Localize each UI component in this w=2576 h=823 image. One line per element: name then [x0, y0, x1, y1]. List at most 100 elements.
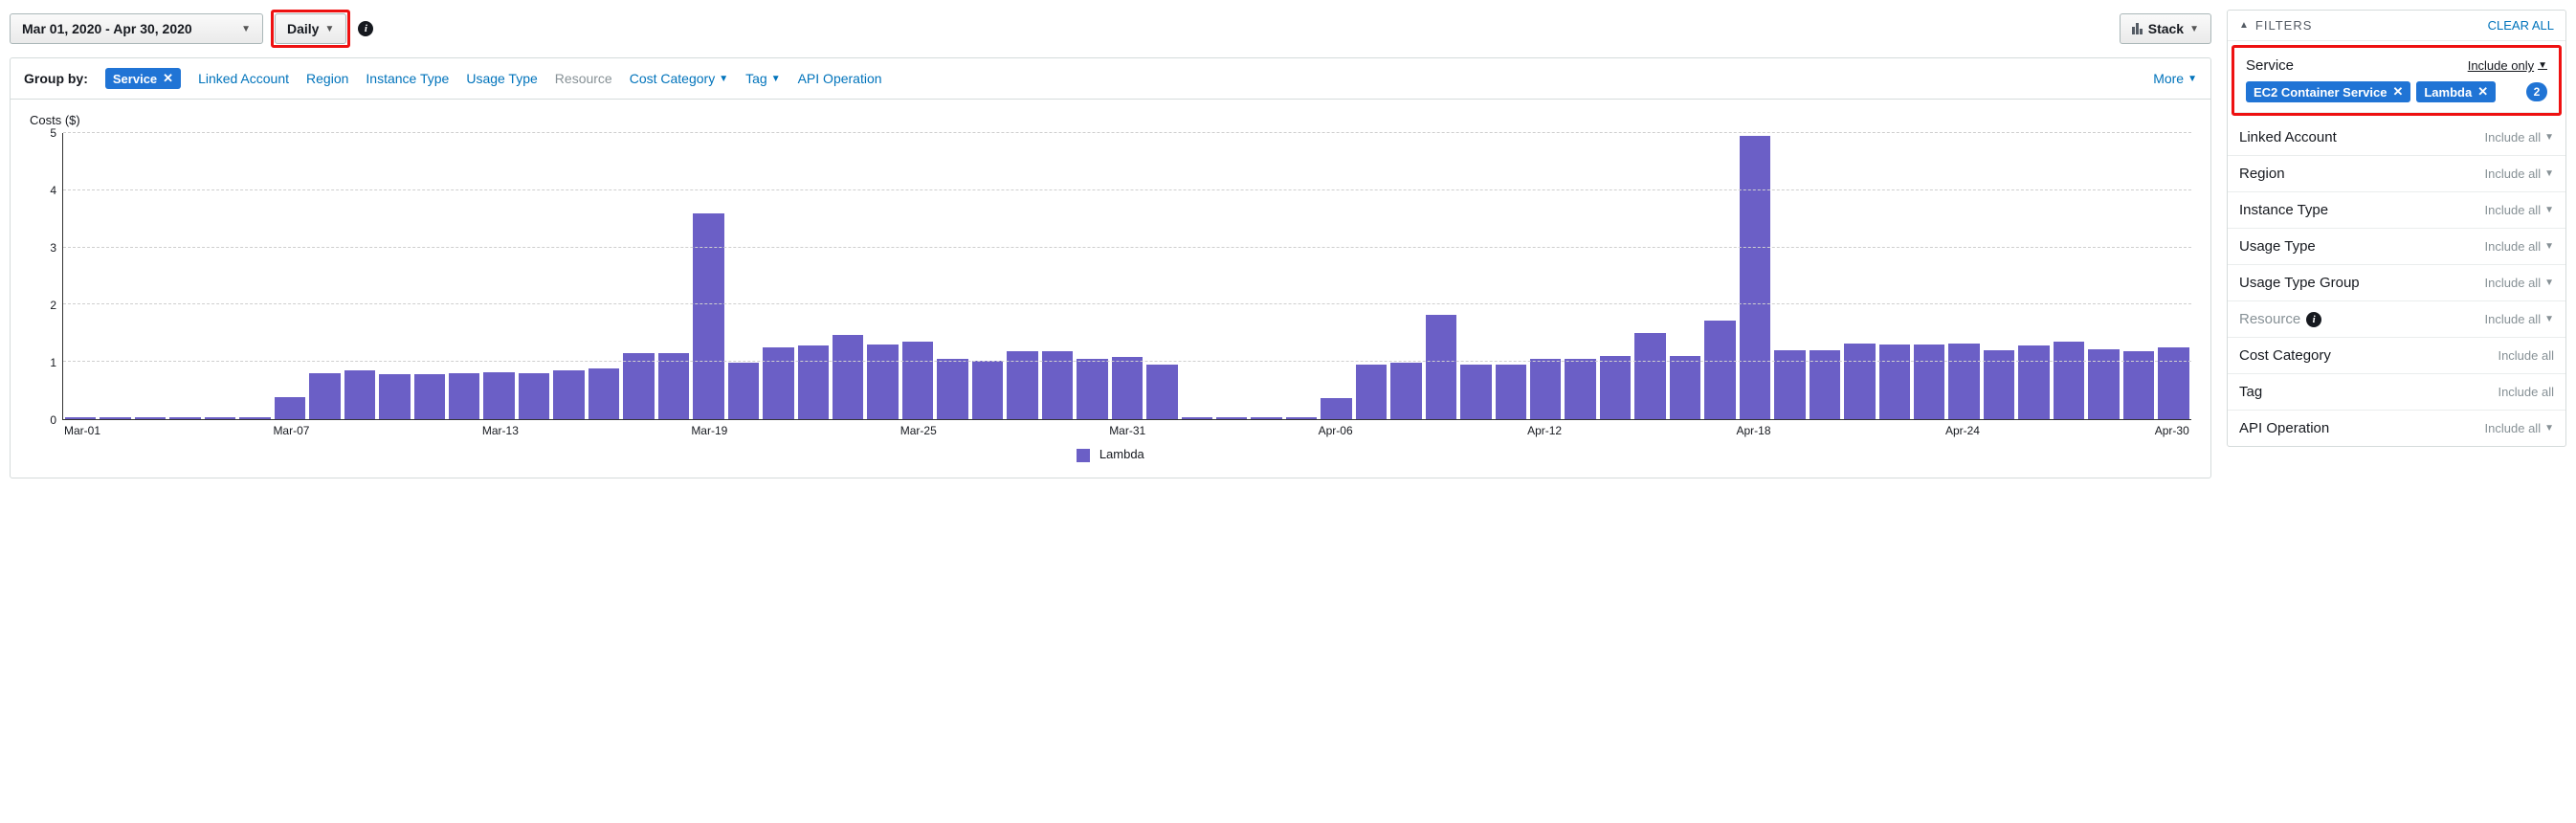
chart-card: Group by: Service ✕ Linked AccountRegion… [10, 57, 2211, 478]
groupby-item-api-operation[interactable]: API Operation [798, 71, 882, 86]
bar [1182, 417, 1212, 419]
date-range-button[interactable]: Mar 01, 2020 - Apr 30, 2020 ▼ [10, 13, 263, 44]
filter-row-api-operation[interactable]: API OperationInclude all▼ [2228, 411, 2565, 446]
bar [1216, 417, 1247, 419]
groupby-item-cost-category[interactable]: Cost Category▼ [630, 71, 728, 86]
filter-mode[interactable]: Include all [2498, 385, 2554, 399]
filter-mode[interactable]: Include all▼ [2485, 239, 2554, 254]
stack-button[interactable]: Stack ▼ [2120, 13, 2211, 44]
bar [553, 370, 584, 419]
bar [414, 374, 445, 419]
plot-area [62, 133, 2191, 420]
filter-row-linked-account[interactable]: Linked AccountInclude all▼ [2228, 120, 2565, 156]
filter-mode[interactable]: Include all▼ [2485, 421, 2554, 435]
bar [1286, 417, 1317, 419]
filter-row-instance-type[interactable]: Instance TypeInclude all▼ [2228, 192, 2565, 229]
bar [1670, 356, 1700, 419]
filter-name-service[interactable]: Service [2246, 57, 2294, 74]
x-tick-label [935, 424, 969, 437]
x-tick-label [1562, 424, 1596, 437]
bar [2054, 342, 2084, 419]
x-tick-label [378, 424, 412, 437]
legend-swatch [1077, 449, 1090, 462]
bar [1948, 344, 1979, 419]
info-icon[interactable]: i [2306, 312, 2321, 327]
caret-down-icon: ▼ [2544, 241, 2554, 252]
filter-row-cost-category[interactable]: Cost CategoryInclude all [2228, 338, 2565, 374]
x-tick-label [168, 424, 203, 437]
more-label: More [2153, 71, 2184, 86]
y-tick-label: 2 [50, 299, 56, 312]
caret-down-icon: ▼ [2189, 24, 2199, 34]
groupby-item-usage-type[interactable]: Usage Type [466, 71, 537, 86]
filters-title[interactable]: ▲ FILTERS [2239, 18, 2312, 33]
chart-legend: Lambda [30, 437, 2191, 462]
x-tick-label [447, 424, 481, 437]
bar [833, 335, 863, 420]
filter-mode[interactable]: Include all▼ [2485, 203, 2554, 217]
x-tick-label [1493, 424, 1527, 437]
x-tick-label [1806, 424, 1840, 437]
filter-chip-lambda[interactable]: Lambda✕ [2416, 81, 2496, 102]
clear-all-link[interactable]: CLEAR ALL [2488, 18, 2554, 33]
granularity-button[interactable]: Daily ▼ [275, 13, 346, 44]
filter-row-region[interactable]: Region Include all▼ [2228, 156, 2565, 192]
bar [658, 353, 689, 419]
bar [1914, 345, 1944, 419]
filter-mode[interactable]: Include all [2498, 348, 2554, 363]
info-icon[interactable]: i [358, 21, 373, 36]
toolbar: Mar 01, 2020 - Apr 30, 2020 ▼ Daily ▼ i … [10, 10, 2211, 48]
filter-row-usage-type-group[interactable]: Usage Type GroupInclude all▼ [2228, 265, 2565, 301]
filter-name: Region [2239, 166, 2285, 182]
filter-mode[interactable]: Include all▼ [2485, 276, 2554, 290]
close-icon[interactable]: ✕ [2477, 84, 2488, 100]
filter-name: Resourcei [2239, 311, 2321, 327]
filter-mode[interactable]: Include all▼ [2485, 167, 2554, 181]
x-tick-label: Mar-01 [64, 424, 99, 437]
caret-down-icon: ▼ [2187, 74, 2197, 84]
filter-mode[interactable]: Include all▼ [2485, 130, 2554, 145]
caret-down-icon: ▼ [719, 74, 728, 84]
groupby-item-instance-type[interactable]: Instance Type [366, 71, 449, 86]
groupby-active-chip[interactable]: Service ✕ [105, 68, 181, 89]
date-range-label: Mar 01, 2020 - Apr 30, 2020 [22, 21, 192, 36]
x-tick-label [238, 424, 273, 437]
caret-down-icon: ▼ [241, 24, 251, 34]
bar [902, 342, 933, 419]
bar [1460, 365, 1491, 419]
chip-label: Service [113, 72, 157, 86]
x-tick-label: Apr-30 [2154, 424, 2188, 437]
x-tick-label [1632, 424, 1666, 437]
bar [2018, 345, 2049, 419]
close-icon[interactable]: ✕ [2392, 84, 2403, 100]
x-tick-label [796, 424, 831, 437]
bar [1565, 359, 1595, 419]
filter-row-tag[interactable]: TagInclude all [2228, 374, 2565, 411]
grid-line [63, 361, 2191, 362]
caret-down-icon: ▼ [2544, 278, 2554, 288]
filter-mode-service[interactable]: Include only ▼ [2468, 58, 2547, 73]
caret-down-icon: ▼ [771, 74, 781, 84]
bar [519, 373, 549, 419]
filter-count-badge: 2 [2526, 82, 2547, 101]
x-tick-label [1213, 424, 1248, 437]
x-tick-label [865, 424, 899, 437]
bar [623, 353, 654, 419]
filter-row-resource[interactable]: Resourcei Include all▼ [2228, 301, 2565, 338]
groupby-item-tag[interactable]: Tag▼ [745, 71, 780, 86]
bar [2158, 347, 2188, 419]
groupby-item-resource: Resource [555, 71, 612, 86]
x-axis: Mar-01Mar-07Mar-13Mar-19Mar-25Mar-31Apr-… [62, 420, 2191, 437]
y-tick-label: 4 [50, 184, 56, 197]
groupby-item-linked-account[interactable]: Linked Account [198, 71, 289, 86]
bar-chart-icon [2132, 23, 2143, 34]
groupby-more[interactable]: More ▼ [2153, 71, 2197, 86]
filter-row-usage-type[interactable]: Usage TypeInclude all▼ [2228, 229, 2565, 265]
filter-chip-ec2-container-service[interactable]: EC2 Container Service✕ [2246, 81, 2410, 102]
close-icon[interactable]: ✕ [163, 71, 173, 86]
bar [309, 373, 340, 419]
groupby-item-region[interactable]: Region [306, 71, 348, 86]
bar [1740, 136, 1770, 419]
filter-mode[interactable]: Include all▼ [2485, 312, 2554, 326]
bar [1146, 365, 1177, 419]
